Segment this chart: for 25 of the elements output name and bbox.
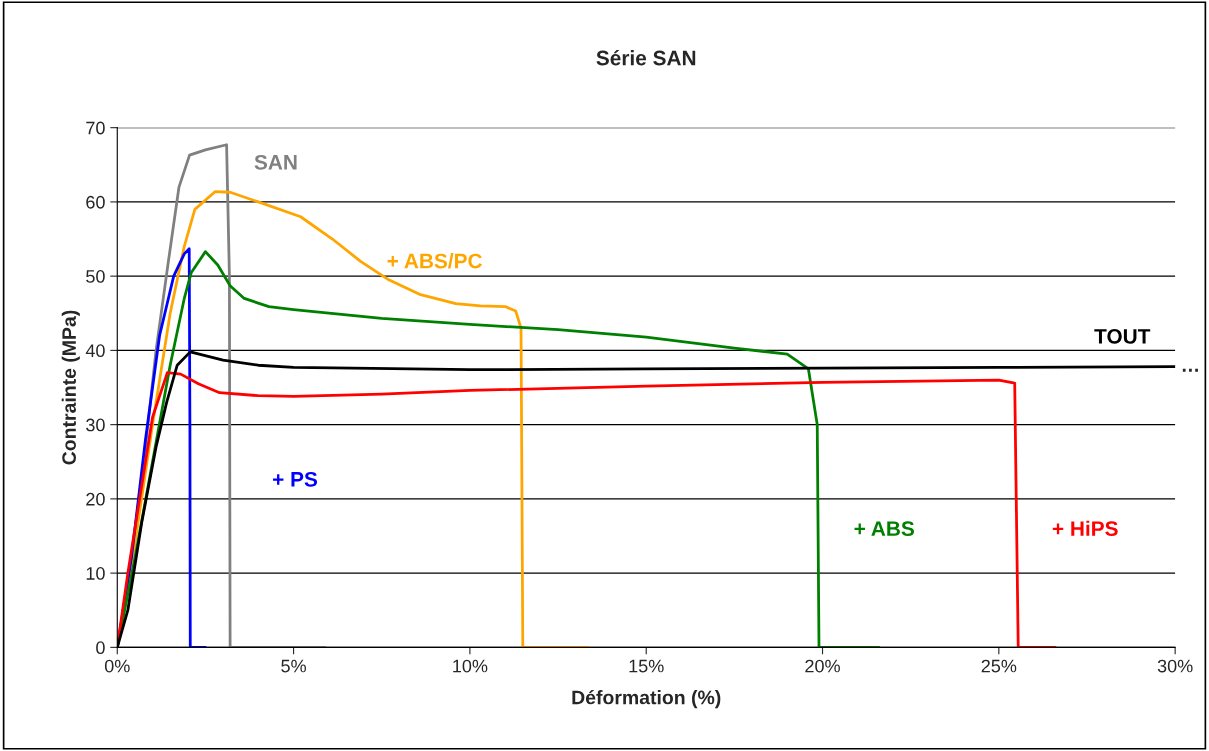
- y-tick-label: 50: [86, 270, 105, 283]
- series-label: + ABS/PC: [387, 253, 483, 269]
- text: + PS: [273, 471, 318, 487]
- x-tick-label: 10%: [453, 659, 488, 673]
- x-axis-title: Déformation (%): [572, 689, 721, 709]
- y-tick-label: 40: [85, 344, 105, 358]
- y-tick-label: 0: [96, 641, 105, 655]
- annotation: …: [1182, 368, 1198, 372]
- series-label: TOUT: [1094, 328, 1151, 344]
- y-tick-label: 20: [86, 492, 105, 506]
- y-tick-label: 10: [86, 567, 105, 580]
- y-tick-label: 30: [86, 418, 105, 432]
- y-tick-label: 70: [86, 121, 105, 135]
- chart-title: Série SAN: [596, 49, 696, 66]
- series-label: + ABS: [854, 521, 914, 537]
- y-tick-label: 60: [86, 195, 105, 209]
- x-tick-label: 15%: [629, 659, 664, 673]
- x-tick-label: 5%: [281, 659, 306, 673]
- x-tick-label: 0%: [104, 659, 130, 673]
- y-axis-title: Contrainte (MPa): [61, 310, 80, 465]
- x-tick-label: 20%: [805, 659, 840, 673]
- series-label: SAN: [254, 154, 297, 170]
- x-tick-label: 30%: [1157, 659, 1193, 673]
- series-label: + HiPS: [1052, 520, 1118, 537]
- x-tick-label: 25%: [981, 659, 1017, 673]
